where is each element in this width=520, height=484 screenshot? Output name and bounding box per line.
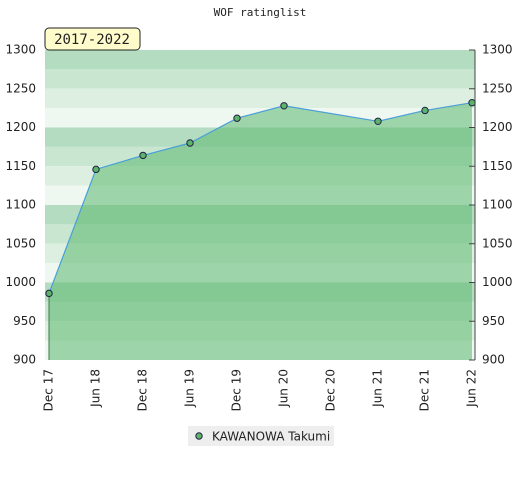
- legend-marker: [195, 432, 203, 440]
- stripe: [45, 88, 475, 109]
- point: [421, 106, 429, 115]
- y-tick-label: 1100: [5, 198, 36, 212]
- x-tick-label: Jun 21: [371, 369, 385, 408]
- x-tick-label: Jun 19: [183, 369, 197, 408]
- y2-tick-label: 1200: [482, 120, 513, 134]
- y2-tick-label: 900: [482, 353, 505, 367]
- y-tick-label: 1300: [5, 43, 36, 57]
- x-tick-label: Dec 20: [324, 369, 338, 411]
- x-tick-label: Dec 19: [230, 369, 244, 411]
- y-tick-label: 900: [13, 353, 36, 367]
- x-tick-label: Dec 17: [42, 369, 56, 411]
- x-tick-label: Jun 18: [89, 369, 103, 408]
- y2-tick-label: 1050: [482, 236, 513, 250]
- y2-tick-label: 1300: [482, 43, 513, 57]
- y-tick-label: 1000: [5, 275, 36, 289]
- point: [233, 114, 241, 122]
- legend-label: KAWANOWA Takumi: [212, 430, 330, 444]
- y2-tick-label: 1000: [482, 275, 513, 289]
- badge: 2017-2022: [54, 32, 130, 48]
- x-tick-label: Dec 18: [136, 369, 150, 411]
- y-tick-label: 1200: [5, 120, 36, 134]
- point: [374, 117, 382, 126]
- area: [49, 102, 472, 360]
- stripe: [45, 69, 475, 89]
- x-tick-label: Dec 21: [418, 369, 432, 411]
- y-tick-label: 1150: [5, 159, 36, 173]
- stripe: [45, 50, 475, 70]
- legend-box: [188, 426, 334, 446]
- plot-area: [45, 50, 476, 360]
- y2-tick-label: 1150: [482, 159, 513, 173]
- badge-box: [44, 27, 141, 51]
- point: [468, 99, 476, 107]
- point: [45, 289, 53, 298]
- y-tick-label: 1050: [5, 236, 36, 250]
- x-tick-label: Jun 20: [277, 369, 291, 408]
- point: [92, 165, 100, 174]
- y2-tick-label: 950: [482, 314, 505, 328]
- point: [186, 139, 194, 147]
- y-tick-label: 1250: [5, 81, 36, 95]
- point: [139, 151, 147, 160]
- y-tick-label: 950: [13, 314, 36, 328]
- y2-tick-label: 1250: [482, 81, 513, 95]
- y2-tick-label: 1100: [482, 198, 513, 212]
- point: [280, 102, 288, 110]
- x-tick-label: Jun 22: [465, 369, 479, 408]
- chart-title: WOF ratinglist: [214, 6, 307, 19]
